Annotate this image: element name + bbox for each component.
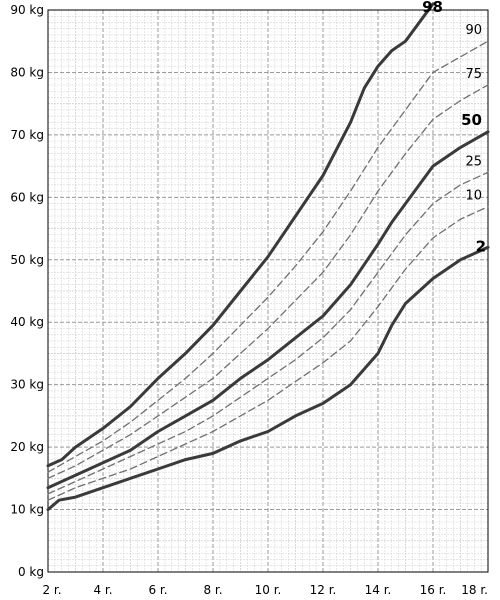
y-tick-label: 30 kg — [10, 378, 44, 392]
series-label-p2: 2 — [476, 237, 486, 255]
series-label-p75: 75 — [465, 67, 482, 82]
series-line-p75 — [47, 84, 489, 479]
y-axis: 0 kg 10 kg 20 kg 30 kg 40 kg 50 kg 60 kg 70 kg 8… — [10, 3, 44, 579]
x-tick-label: 8 r. — [203, 583, 222, 597]
x-tick-label: 2 r. — [42, 583, 61, 597]
x-tick-label: 12 r. — [310, 583, 337, 597]
series-label-p90: 90 — [465, 23, 482, 38]
series-line-p90 — [47, 40, 489, 473]
series-line-p98 — [46, 2, 435, 468]
x-tick-label: 18 r. — [461, 583, 488, 597]
x-tick-label: 4 r. — [93, 583, 112, 597]
y-tick-label: 70 kg — [10, 128, 44, 142]
x-tick-label: 6 r. — [148, 583, 167, 597]
series-line-p50 — [46, 130, 490, 490]
series-line-p25 — [47, 171, 489, 495]
y-tick-label: 20 kg — [10, 440, 44, 454]
y-tick-label: 80 kg — [10, 65, 44, 79]
x-tick-label: 16 r. — [420, 583, 447, 597]
x-tick-label: 14 r. — [365, 583, 392, 597]
series-label-p10: 10 — [465, 189, 482, 204]
y-tick-label: 60 kg — [10, 190, 44, 204]
x-tick-label: 10 r. — [255, 583, 282, 597]
x-axis: 2 r. 4 r. 6 r. 8 r. 10 r. 12 r. 14 r. 16 r. 18 r… — [42, 583, 488, 597]
y-tick-label: 10 kg — [10, 503, 44, 517]
plot-frame — [47, 9, 489, 573]
y-tick-label: 0 kg — [18, 565, 44, 579]
series-line-p2 — [46, 245, 490, 512]
y-tick-label: 90 kg — [10, 3, 44, 17]
series-label-p50: 50 — [461, 111, 482, 129]
series-label-p98: 98 — [422, 0, 443, 16]
y-tick-label: 40 kg — [10, 315, 44, 329]
series-label-p25: 25 — [465, 154, 482, 169]
percentile-labels: 98 90 75 50 25 10 2 — [422, 0, 486, 255]
series-line-p10 — [47, 206, 489, 501]
y-tick-label: 50 kg — [10, 253, 44, 267]
series-group — [46, 2, 490, 512]
